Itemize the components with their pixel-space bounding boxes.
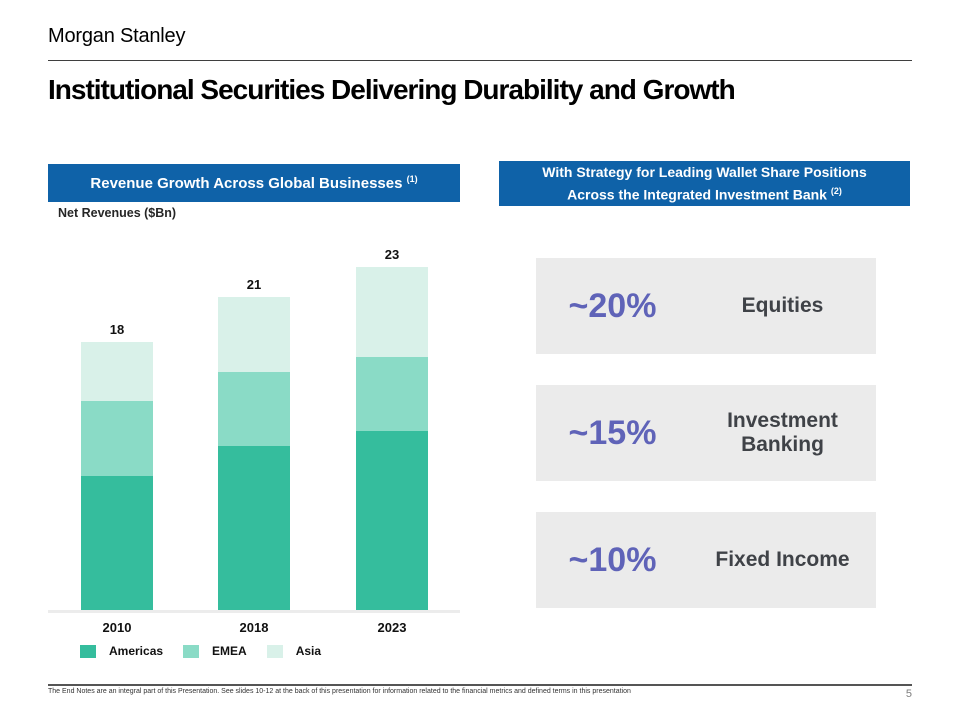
right-banner-line1: With Strategy for Leading Wallet Share P… bbox=[542, 163, 867, 180]
bar-segment-asia bbox=[81, 341, 153, 402]
legend-label: EMEA bbox=[212, 644, 247, 658]
x-axis: 2010 2018 2023 bbox=[48, 620, 460, 636]
bar-group-2018: 21 bbox=[218, 277, 290, 610]
legend-item-americas: Americas bbox=[80, 644, 163, 658]
page-number: 5 bbox=[905, 688, 912, 700]
bar-segment-americas bbox=[218, 446, 290, 610]
bar-segment-americas bbox=[356, 431, 428, 610]
bar-segment-emea bbox=[81, 401, 153, 476]
x-axis-label-2023: 2023 bbox=[377, 620, 407, 635]
card-equities: ~20% Equities bbox=[536, 258, 876, 354]
bar-total-label: 23 bbox=[384, 247, 400, 263]
bar-segment-emea bbox=[218, 371, 290, 447]
left-banner-label: Revenue Growth Across Global Businesses bbox=[90, 175, 403, 192]
card-investment-banking: ~15% Investment Banking bbox=[536, 385, 876, 481]
bar-total-label: 18 bbox=[109, 321, 125, 337]
bar-segment-emea bbox=[356, 356, 428, 432]
bar-segment-asia bbox=[356, 267, 428, 357]
bar-segment-asia bbox=[218, 297, 290, 372]
card-label: Equities bbox=[741, 293, 824, 317]
chart-legend: Americas EMEA Asia bbox=[80, 644, 321, 658]
bar-chart: 18 21 23 bbox=[48, 245, 460, 613]
card-percent: ~15% bbox=[568, 413, 657, 452]
bar-stack bbox=[356, 267, 428, 610]
bar-group-2010: 18 bbox=[81, 322, 153, 610]
bar-stack bbox=[81, 341, 153, 610]
legend-label: Asia bbox=[295, 644, 322, 658]
footer-note: The End Notes are an integral part of th… bbox=[48, 688, 631, 695]
x-axis-label-2010: 2010 bbox=[102, 620, 132, 635]
legend-label: Americas bbox=[109, 644, 164, 658]
card-percent: ~20% bbox=[568, 286, 657, 325]
bar-total-label: 21 bbox=[246, 277, 262, 293]
chart-baseline bbox=[48, 610, 460, 613]
legend-swatch bbox=[266, 644, 283, 658]
card-label: Fixed Income bbox=[715, 547, 850, 571]
right-banner-line2: Across the Integrated Investment Bank (2… bbox=[567, 182, 842, 205]
card-fixed-income: ~10% Fixed Income bbox=[536, 512, 876, 608]
header-divider bbox=[48, 60, 912, 61]
left-section-banner: Revenue Growth Across Global Businesses … bbox=[48, 164, 460, 202]
right-banner-line2-label: Across the Integrated Investment Bank bbox=[567, 186, 827, 203]
card-percent: ~10% bbox=[568, 540, 657, 579]
legend-item-asia: Asia bbox=[266, 644, 322, 658]
left-banner-text: Revenue Growth Across Global Businesses … bbox=[90, 174, 417, 192]
x-axis-label-2018: 2018 bbox=[239, 620, 269, 635]
wallet-share-cards: ~20% Equities ~15% Investment Banking ~1… bbox=[536, 258, 876, 608]
right-banner-footnote: (2) bbox=[830, 185, 842, 196]
bar-group-2023: 23 bbox=[356, 247, 428, 610]
left-banner-footnote: (1) bbox=[406, 174, 418, 184]
morgan-stanley-logo: Morgan Stanley bbox=[48, 25, 186, 47]
footer-divider bbox=[48, 684, 912, 686]
chart-y-axis-label: Net Revenues ($Bn) bbox=[58, 206, 177, 220]
right-section-banner: With Strategy for Leading Wallet Share P… bbox=[499, 161, 910, 206]
legend-item-emea: EMEA bbox=[183, 644, 247, 658]
bar-segment-americas bbox=[81, 475, 153, 610]
legend-swatch bbox=[80, 644, 96, 658]
page-title: Institutional Securities Delivering Dura… bbox=[48, 74, 736, 105]
bar-stack bbox=[218, 297, 290, 610]
card-label: Investment Banking bbox=[727, 408, 838, 456]
legend-swatch bbox=[183, 644, 200, 658]
